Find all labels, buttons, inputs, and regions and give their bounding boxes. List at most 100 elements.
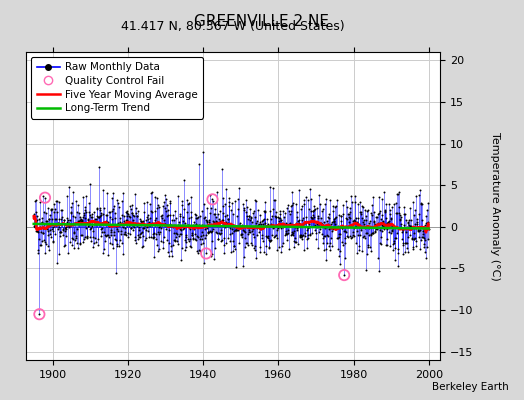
Point	[356, 231, 364, 238]
Point	[339, 202, 347, 208]
Point	[218, 237, 226, 243]
Point	[386, 207, 394, 214]
Point	[369, 230, 377, 236]
Point	[204, 229, 213, 236]
Point	[365, 232, 373, 238]
Point	[216, 227, 225, 233]
Point	[88, 214, 96, 221]
Point	[416, 226, 424, 233]
Point	[190, 223, 198, 230]
Point	[43, 222, 51, 229]
Point	[187, 244, 195, 250]
Point	[265, 237, 273, 244]
Point	[132, 240, 140, 246]
Point	[217, 238, 225, 244]
Point	[257, 226, 265, 232]
Point	[259, 217, 267, 224]
Point	[126, 231, 134, 237]
Point	[106, 227, 115, 233]
Point	[112, 237, 121, 244]
Point	[103, 190, 111, 196]
Point	[195, 236, 204, 242]
Point	[226, 238, 234, 244]
Point	[80, 236, 88, 242]
Point	[300, 201, 308, 207]
Point	[424, 219, 432, 225]
Point	[202, 225, 211, 232]
Point	[179, 218, 188, 224]
Point	[34, 229, 42, 236]
Point	[78, 232, 86, 238]
Point	[248, 209, 257, 216]
Point	[67, 210, 75, 216]
Point	[75, 217, 83, 224]
Point	[113, 243, 122, 250]
Point	[297, 232, 305, 238]
Point	[236, 224, 244, 230]
Point	[422, 255, 431, 262]
Point	[199, 231, 207, 238]
Point	[173, 231, 181, 237]
Point	[305, 224, 313, 230]
Point	[226, 225, 235, 231]
Point	[115, 204, 123, 211]
Point	[411, 235, 419, 242]
Point	[79, 239, 88, 246]
Point	[411, 238, 420, 244]
Point	[344, 214, 353, 220]
Point	[377, 234, 385, 240]
Point	[97, 233, 106, 240]
Point	[112, 222, 120, 229]
Point	[129, 224, 138, 230]
Point	[59, 226, 67, 232]
Point	[286, 220, 294, 226]
Point	[184, 221, 192, 228]
Point	[267, 221, 275, 227]
Point	[101, 220, 109, 227]
Point	[116, 215, 124, 221]
Point	[47, 206, 55, 212]
Point	[36, 242, 44, 248]
Point	[318, 208, 326, 214]
Point	[268, 185, 277, 192]
Point	[192, 237, 200, 244]
Point	[146, 222, 154, 228]
Point	[45, 216, 53, 222]
Point	[124, 210, 133, 217]
Point	[387, 229, 396, 236]
Point	[347, 193, 355, 200]
Point	[111, 236, 119, 242]
Point	[198, 236, 206, 242]
Point	[352, 223, 360, 229]
Point	[423, 207, 431, 213]
Point	[395, 188, 403, 195]
Point	[295, 220, 303, 226]
Point	[361, 234, 369, 241]
Point	[319, 240, 327, 246]
Point	[58, 232, 67, 238]
Point	[155, 246, 163, 252]
Point	[102, 221, 111, 227]
Point	[211, 245, 219, 251]
Point	[70, 244, 79, 251]
Point	[330, 216, 339, 222]
Point	[354, 243, 363, 249]
Point	[217, 165, 226, 172]
Point	[96, 207, 104, 214]
Point	[350, 216, 358, 223]
Point	[314, 244, 322, 251]
Point	[148, 189, 157, 196]
Point	[381, 207, 389, 213]
Point	[399, 226, 407, 233]
Point	[243, 212, 251, 219]
Point	[126, 214, 135, 220]
Point	[63, 193, 71, 199]
Point	[316, 226, 324, 232]
Point	[158, 239, 167, 246]
Point	[116, 219, 125, 225]
Point	[239, 263, 247, 269]
Point	[32, 228, 40, 234]
Point	[66, 224, 74, 230]
Point	[238, 222, 246, 228]
Point	[80, 212, 88, 218]
